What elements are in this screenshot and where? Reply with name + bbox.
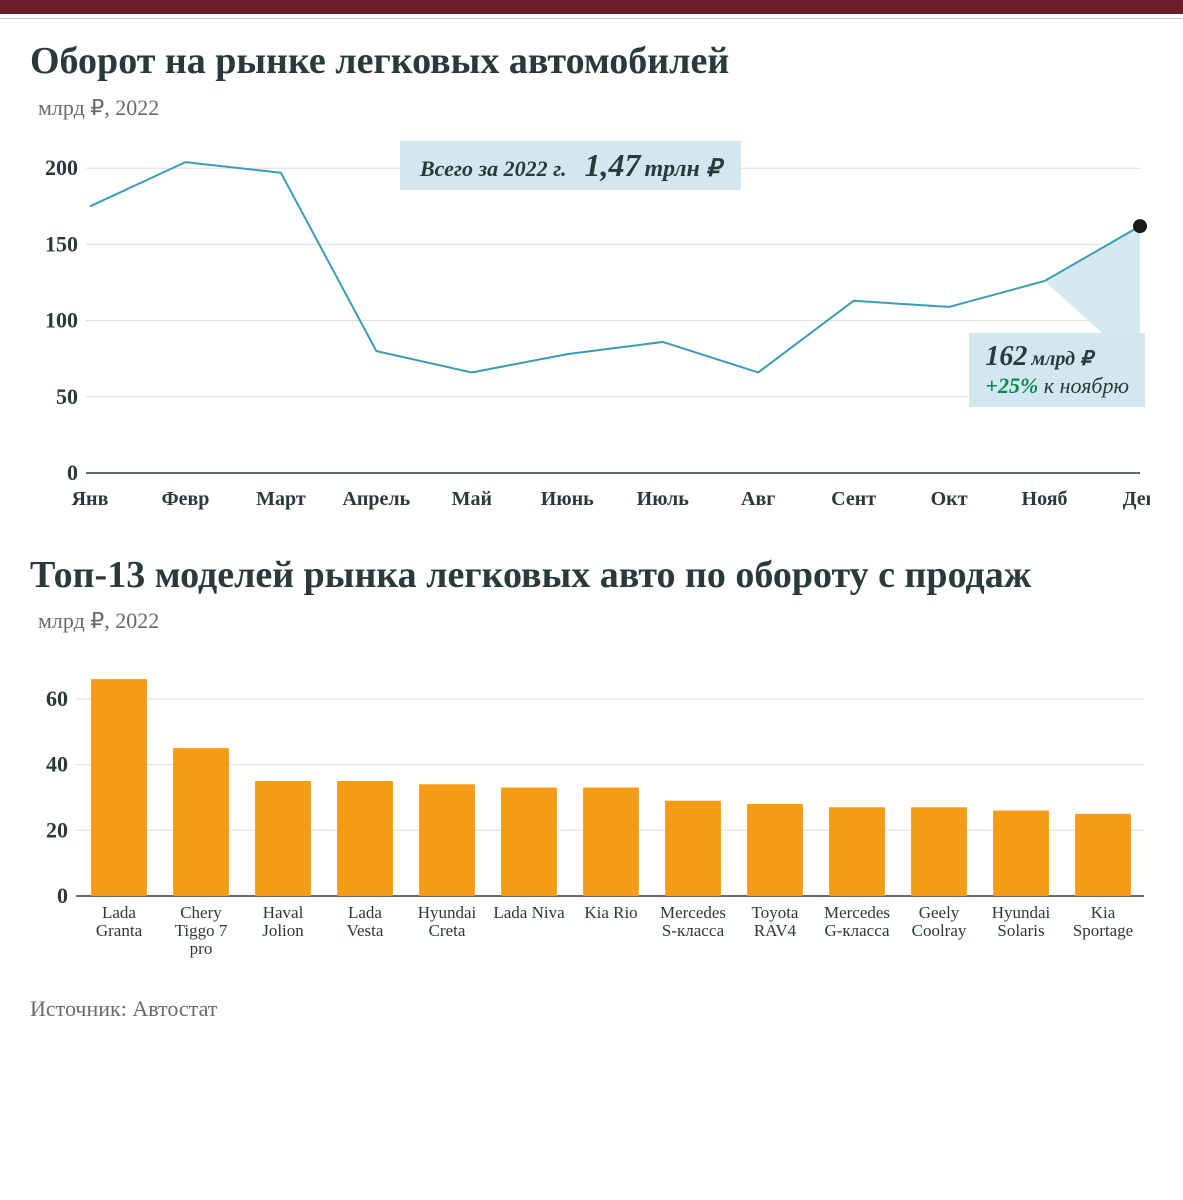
svg-text:50: 50 [56, 383, 78, 408]
svg-text:Июль: Июль [637, 488, 690, 510]
svg-text:Granta: Granta [96, 921, 143, 940]
svg-text:Lada Niva: Lada Niva [493, 903, 565, 922]
svg-text:Mercedes: Mercedes [660, 903, 726, 922]
svg-text:RAV4: RAV4 [754, 921, 797, 940]
svg-text:20: 20 [46, 817, 68, 842]
line-chart-subtitle: млрд ₽, 2022 [38, 95, 1153, 121]
line-chart-svg: 0 50 100 150 200 Янв Февр Март Апрель Май Июнь Июль… [30, 133, 1150, 523]
svg-text:60: 60 [46, 686, 68, 711]
svg-text:Февр: Февр [161, 488, 209, 510]
svg-text:G-класса: G-класса [824, 921, 890, 940]
svg-text:Hyundai: Hyundai [992, 903, 1051, 922]
source-label: Источник: Автостат [30, 996, 1153, 1022]
callout-total-value: 1,47 [584, 147, 640, 183]
svg-text:Tiggo 7: Tiggo 7 [175, 921, 228, 940]
line-chart-section: Оборот на рынке легковых автомобилей млр… [30, 39, 1153, 523]
svg-text:Hyundai: Hyundai [418, 903, 477, 922]
svg-text:Lada: Lada [348, 903, 382, 922]
header-thick-border [0, 0, 1183, 14]
svg-text:Jolion: Jolion [262, 921, 304, 940]
svg-text:Дек: Дек [1123, 488, 1150, 510]
bar-chart-subtitle: млрд ₽, 2022 [38, 608, 1153, 634]
svg-text:Vesta: Vesta [347, 921, 384, 940]
callout-total: Всего за 2022 г. 1,47 трлн ₽ [400, 141, 741, 190]
svg-text:100: 100 [45, 307, 78, 332]
svg-text:40: 40 [46, 752, 68, 777]
callout-point-change: +25% [985, 373, 1038, 398]
callout-point-unit: млрд ₽ [1031, 348, 1092, 370]
bar-chart-title: Топ-13 моделей рынка легковых авто по об… [30, 553, 1153, 599]
bar-chart-section: Топ-13 моделей рынка легковых авто по об… [30, 553, 1153, 967]
svg-text:Нояб: Нояб [1022, 488, 1068, 510]
svg-text:Сент: Сент [831, 488, 876, 510]
svg-text:S-класса: S-класса [662, 921, 725, 940]
svg-text:Chery: Chery [180, 903, 222, 922]
svg-text:Авг: Авг [741, 488, 775, 510]
svg-text:Март: Март [256, 488, 306, 510]
svg-text:Toyota: Toyota [752, 903, 799, 922]
svg-text:200: 200 [45, 155, 78, 180]
bar-chart-svg: 0204060LadaGrantaCheryTiggo 7proHavalJol… [30, 646, 1150, 966]
svg-text:Kia: Kia [1091, 903, 1116, 922]
bar-chart-area: 0204060LadaGrantaCheryTiggo 7proHavalJol… [30, 646, 1153, 966]
svg-text:0: 0 [67, 460, 78, 485]
svg-text:Solaris: Solaris [997, 921, 1044, 940]
line-chart-area: Всего за 2022 г. 1,47 трлн ₽ 162 млрд ₽ … [30, 133, 1153, 523]
svg-text:Creta: Creta [429, 921, 466, 940]
callout-point-value: 162 [985, 341, 1027, 372]
callout-point: 162 млрд ₽ +25% к ноябрю [969, 333, 1145, 407]
callout-total-unit: трлн ₽ [644, 156, 721, 182]
svg-text:0: 0 [57, 883, 68, 908]
svg-text:Sportage: Sportage [1073, 921, 1133, 940]
svg-text:Kia Rio: Kia Rio [584, 903, 637, 922]
svg-text:Geely: Geely [919, 903, 960, 922]
svg-text:Mercedes: Mercedes [824, 903, 890, 922]
svg-text:Янв: Янв [72, 488, 109, 510]
svg-text:Lada: Lada [102, 903, 136, 922]
svg-text:Апрель: Апрель [342, 488, 410, 510]
line-chart-title: Оборот на рынке легковых автомобилей [30, 39, 1153, 85]
svg-text:pro: pro [190, 939, 213, 958]
svg-text:Окт: Окт [931, 488, 968, 510]
svg-text:Coolray: Coolray [912, 921, 967, 940]
svg-text:150: 150 [45, 231, 78, 256]
content-area: Оборот на рынке легковых автомобилей млр… [0, 19, 1183, 1032]
svg-text:Май: Май [452, 488, 492, 510]
svg-text:Haval: Haval [263, 903, 304, 922]
callout-point-ref: к ноябрю [1044, 373, 1129, 398]
svg-text:Июнь: Июнь [541, 488, 594, 510]
callout-total-label: Всего за 2022 г. [420, 156, 566, 182]
